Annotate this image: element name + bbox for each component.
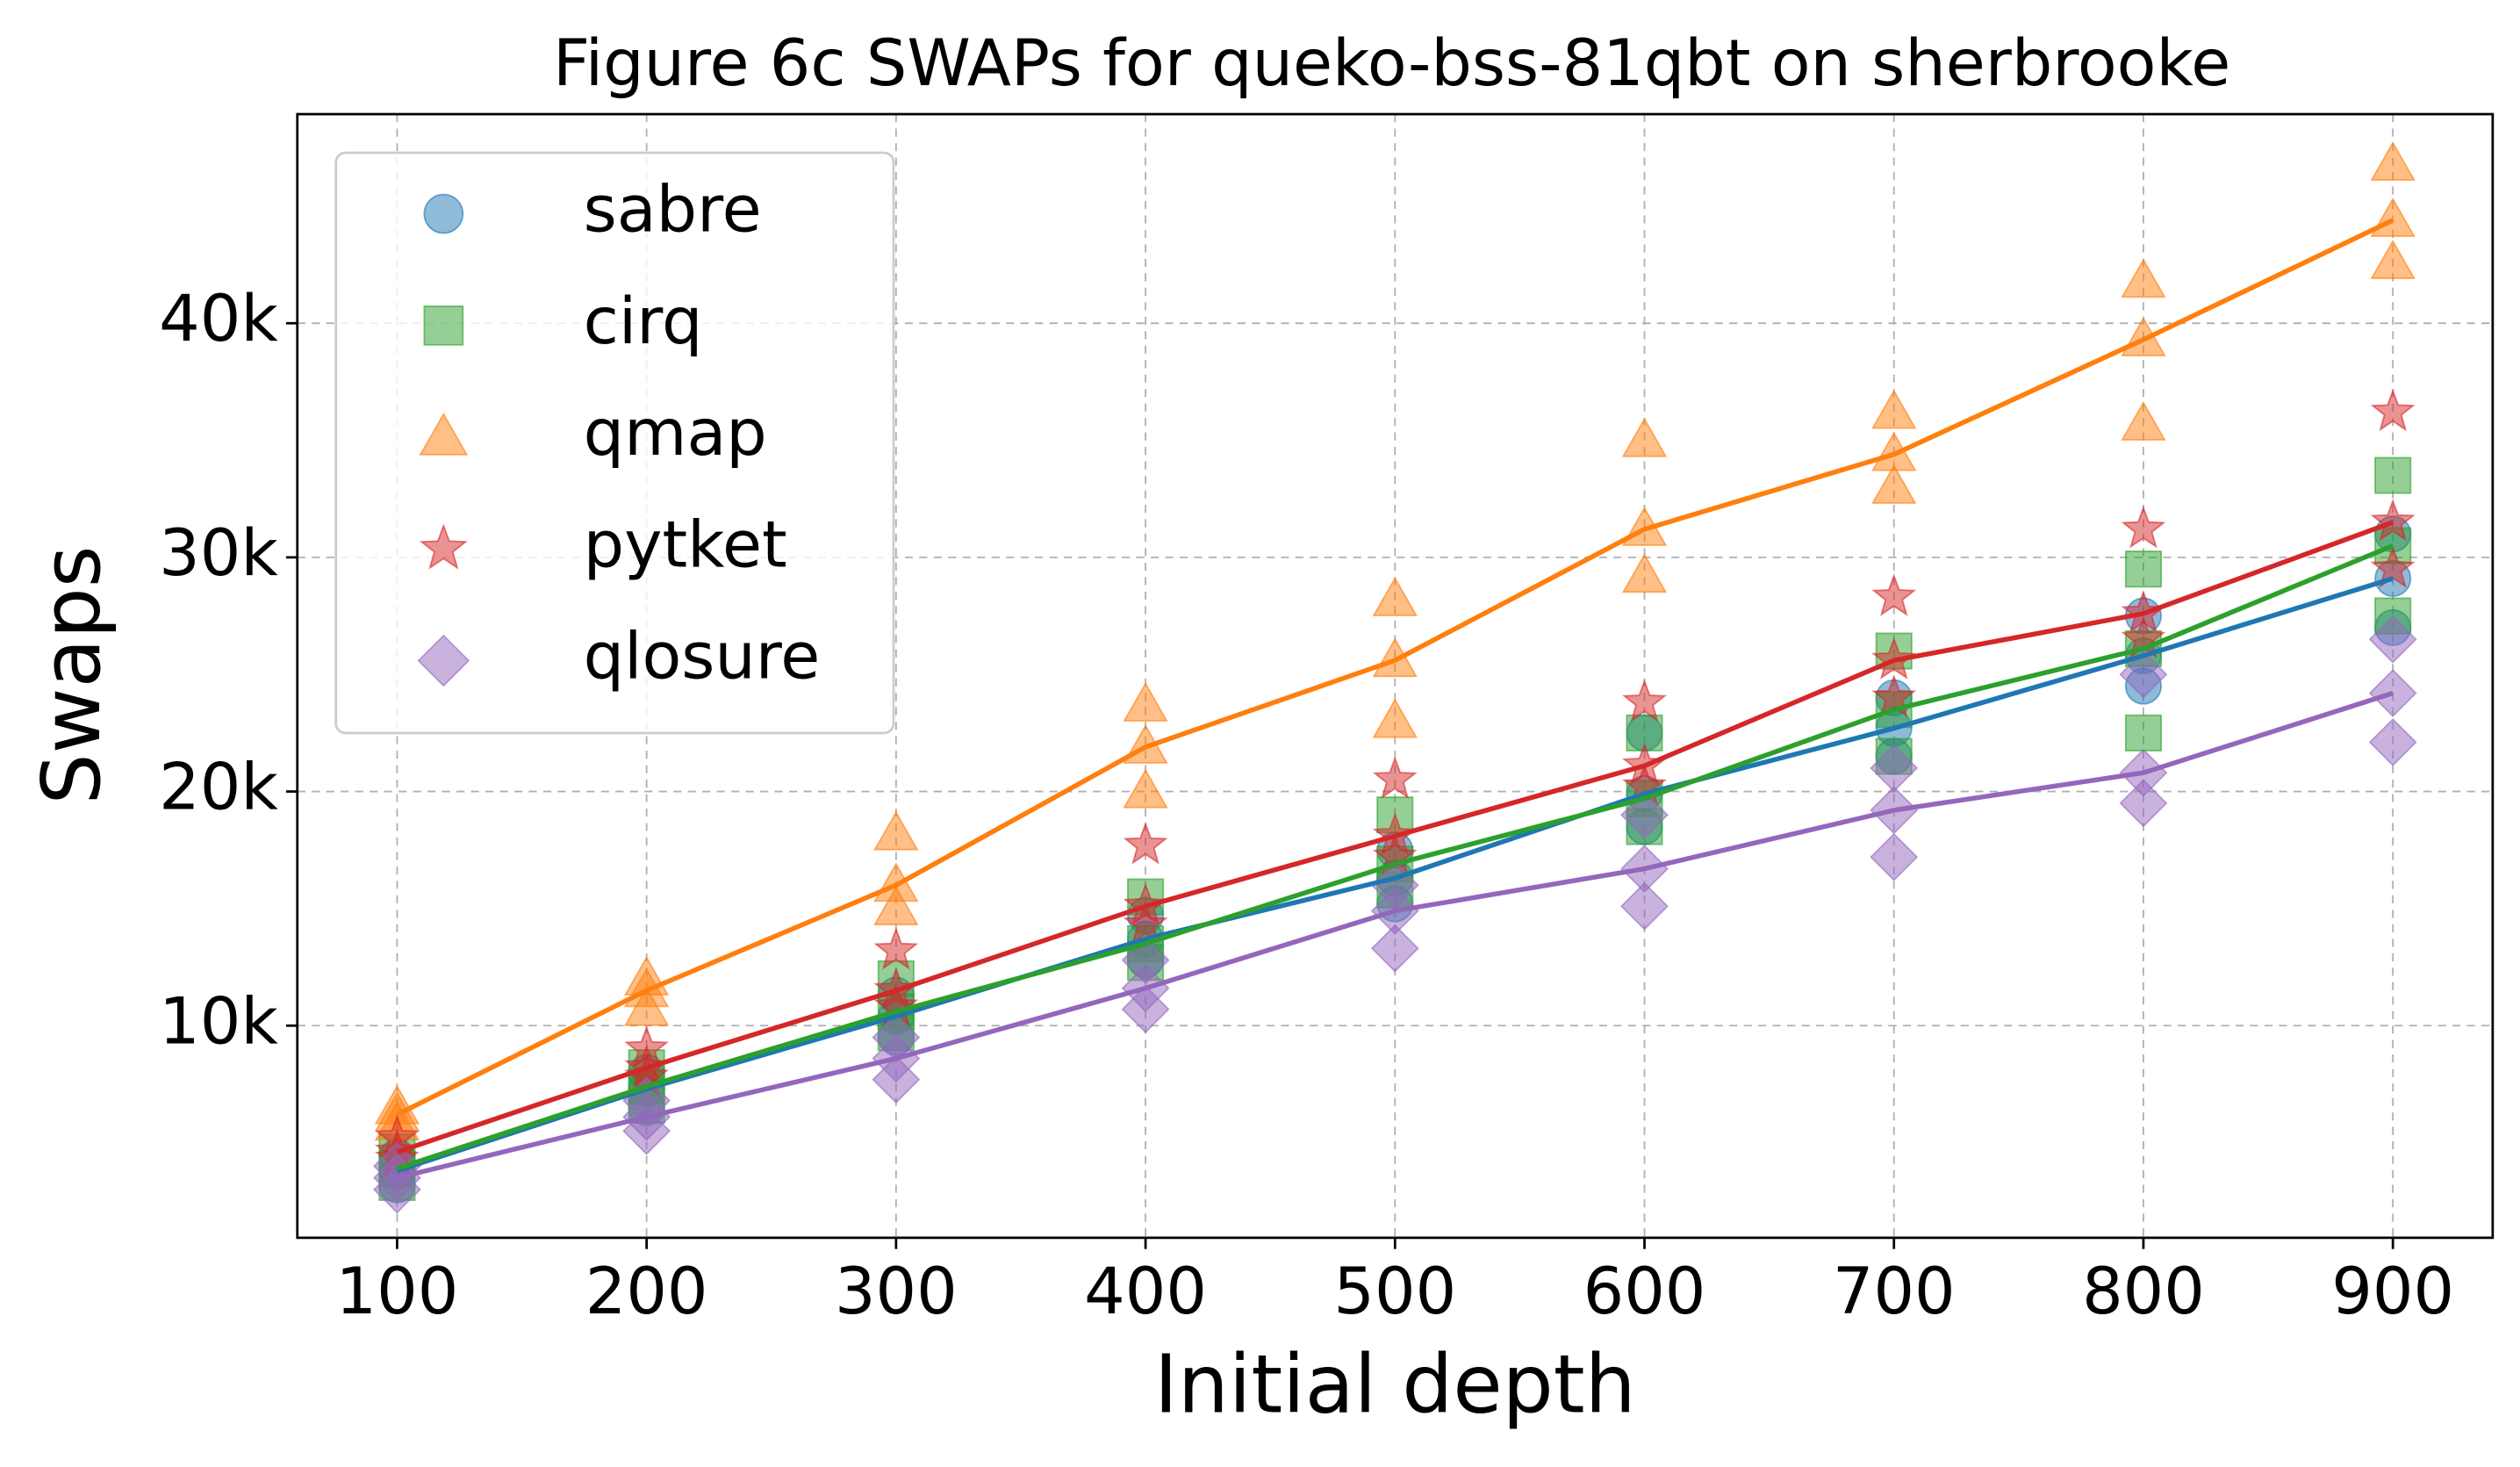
y-tick-label: 20k — [159, 751, 278, 825]
point — [1372, 698, 1418, 738]
legend-marker — [423, 305, 464, 346]
x-tick-label: 800 — [2082, 1255, 2205, 1329]
plot-frame — [296, 112, 2495, 1240]
legend-marker — [423, 193, 464, 234]
point — [2370, 140, 2416, 181]
point — [1870, 832, 1919, 881]
legend-marker — [419, 523, 468, 570]
mean-line — [396, 576, 2394, 1174]
x-tick-label: 400 — [1084, 1255, 1207, 1329]
point — [2370, 388, 2416, 432]
x-tick-label: 900 — [2331, 1255, 2454, 1329]
x-axis-label: Initial depth — [1154, 1338, 1636, 1432]
point — [1870, 744, 1919, 793]
point — [873, 927, 919, 970]
point — [1622, 679, 1668, 722]
mean-line — [396, 690, 2394, 1181]
legend-label: pytket — [584, 507, 787, 582]
legend-marker — [419, 412, 469, 456]
x-tick-label: 500 — [1333, 1255, 1456, 1329]
point — [1370, 860, 1419, 910]
point — [1871, 573, 1917, 616]
point — [1123, 681, 1168, 722]
x-tick-label: 200 — [585, 1255, 708, 1329]
point — [2368, 615, 2417, 664]
point — [624, 1025, 670, 1068]
legend-marker — [417, 634, 470, 687]
point — [2121, 400, 2166, 441]
point — [2370, 197, 2416, 237]
point — [2119, 650, 2168, 699]
y-axis-label: Swaps — [25, 546, 118, 805]
mean-line — [396, 218, 2394, 1118]
point — [1620, 881, 1669, 931]
point — [2124, 550, 2163, 588]
point — [1621, 553, 1668, 593]
point — [1123, 901, 1168, 945]
point — [2368, 669, 2417, 718]
legend-label: qmap — [584, 396, 767, 471]
point — [2121, 506, 2166, 549]
point — [1871, 674, 1917, 717]
y-tick-label: 30k — [159, 516, 278, 591]
y-tick-label: 10k — [159, 984, 278, 1059]
point — [2374, 457, 2412, 494]
legend-label: qlosure — [584, 620, 821, 694]
point — [2370, 499, 2416, 542]
x-tick-label: 700 — [1833, 1255, 1956, 1329]
point — [2121, 258, 2166, 298]
legend-label: sabre — [584, 173, 762, 248]
mean-line — [396, 543, 2394, 1171]
chart-title: Figure 6c SWAPs for queko-bss-81qbt on s… — [553, 26, 2230, 101]
point — [1621, 417, 1668, 457]
point — [2368, 718, 2417, 767]
point — [1123, 768, 1168, 809]
point — [2370, 545, 2416, 588]
mean-line — [396, 520, 2394, 1154]
point — [1123, 822, 1168, 865]
x-tick-label: 100 — [336, 1255, 459, 1329]
point — [1870, 389, 1917, 429]
point — [1372, 756, 1418, 799]
point — [1370, 924, 1419, 973]
x-tick-label: 300 — [835, 1255, 958, 1329]
point — [1870, 464, 1917, 504]
point — [2124, 714, 2163, 751]
y-tick-label: 40k — [159, 282, 278, 356]
point — [2370, 239, 2416, 279]
legend-label: cirq — [584, 284, 703, 359]
point — [1372, 576, 1418, 616]
point — [873, 810, 919, 851]
point — [2119, 779, 2168, 828]
x-tick-label: 600 — [1583, 1255, 1706, 1329]
point — [873, 885, 919, 925]
legend-box — [334, 151, 895, 735]
